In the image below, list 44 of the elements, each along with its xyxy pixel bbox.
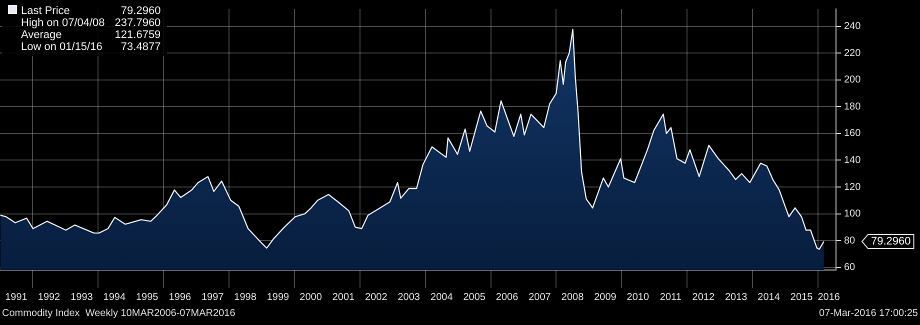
x-tick-label: 1991 [5, 292, 28, 303]
y-tick-label: 200 [844, 74, 862, 86]
x-tick-label: 2015 [790, 292, 814, 303]
x-tick-label: 2002 [365, 292, 388, 303]
x-tick-label: 1992 [38, 292, 61, 303]
x-tick-label: 2014 [758, 292, 780, 303]
x-tick-label: 1993 [70, 292, 94, 303]
annotation: High on 07/04/08 237.7960 [20, 17, 161, 29]
x-tick-label: 2012 [692, 292, 715, 303]
x-tick-label: 2003 [398, 292, 420, 303]
y-tick-label: 160 [844, 128, 862, 140]
x-tick-label: 2000 [300, 292, 322, 303]
text: 07-Mar-2016 17:00:25 [819, 308, 918, 319]
y-tick-label: 100 [844, 208, 862, 220]
x-tick-label: 2008 [561, 292, 584, 303]
y-tick-label: 80 [844, 235, 856, 246]
y-tick-label: 240 [844, 21, 862, 32]
y-tick-label: 120 [844, 182, 862, 193]
text: 79.2960 [871, 236, 911, 248]
text: Commodity Index Weekly 10MAR2006-07MAR2016 [2, 308, 236, 319]
x-tick-label: 2007 [528, 292, 552, 303]
text: Low on 01/15/16 73.4877 [21, 41, 161, 53]
x-tick-label: 1999 [266, 292, 290, 303]
y-tick-label: 140 [844, 154, 862, 166]
x-tick-label: 2013 [724, 292, 748, 303]
x-tick-label: 2004 [430, 292, 454, 303]
y-tick-label: 220 [844, 48, 862, 59]
x-tick-label: 2016 [818, 292, 840, 303]
annotation: 79.2960 [120, 5, 161, 17]
x-tick-label: 2010 [626, 292, 650, 303]
x-tick-label: 2001 [332, 292, 356, 303]
x-tick-label: 1998 [234, 292, 257, 303]
y-tick-label: 60 [844, 262, 856, 274]
x-tick-label: 1994 [103, 292, 126, 303]
x-tick-label: 2009 [594, 292, 617, 303]
x-tick-label: 1997 [201, 292, 224, 303]
legend-label: Last Price [20, 5, 71, 17]
x-tick-label: 2011 [660, 292, 682, 303]
x-tick-label: 1996 [168, 292, 192, 303]
y-tick-label: 180 [844, 101, 862, 112]
x-tick-label: 1995 [136, 292, 159, 303]
x-tick-label: 2005 [463, 292, 486, 303]
x-tick-label: 2006 [496, 292, 519, 303]
text: Average 121.6759 [21, 29, 161, 41]
